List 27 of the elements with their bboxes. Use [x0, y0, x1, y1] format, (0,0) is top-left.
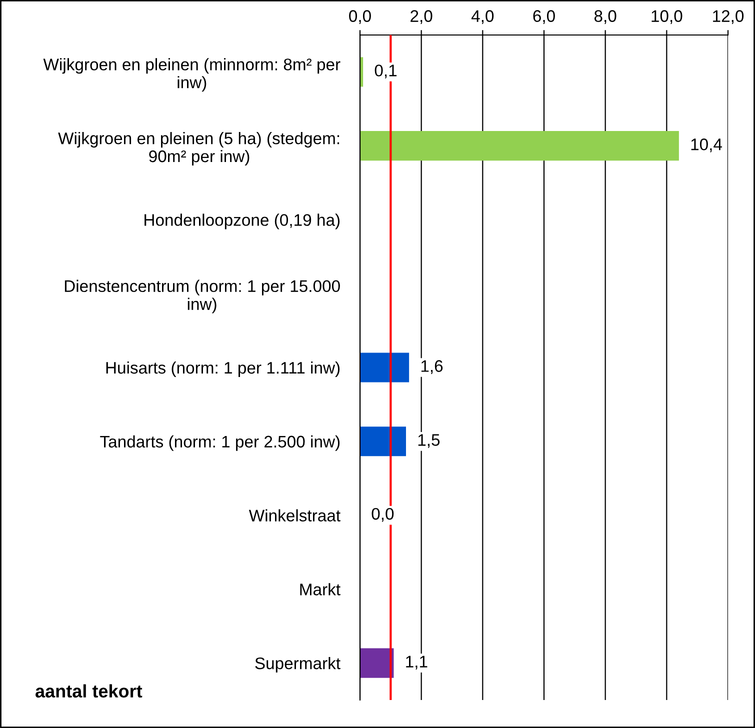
- x-tick-label: 6,0: [533, 10, 555, 24]
- data-label: 1,6: [421, 360, 443, 374]
- y-tick-label: Markt: [300, 583, 340, 596]
- y-tick-label: Supermarkt: [255, 657, 340, 673]
- y-tick-label: Dienstencentrum (norm: 1 per 15.000 inw): [64, 280, 340, 314]
- x-tick-label: 12,0: [713, 10, 744, 24]
- y-tick-label: Winkelstraat: [248, 509, 340, 522]
- y-tick-label: Hondenloopzone (0,19 ha): [144, 214, 340, 230]
- data-label: 10,4: [691, 138, 722, 152]
- data-label: 1,5: [418, 434, 440, 448]
- data-label: 0,1: [374, 64, 397, 78]
- x-tick-label: 10,0: [652, 10, 682, 24]
- data-label: 0,0: [372, 508, 394, 522]
- bar: [360, 131, 679, 161]
- x-tick-label: 8,0: [594, 10, 616, 24]
- text: aantal tekort: [36, 684, 142, 698]
- x-tick-label: 2,0: [410, 10, 432, 24]
- data-label: 1,1: [406, 656, 428, 670]
- y-tick-label: Tandarts (norm: 1 per 2.500 inw): [100, 435, 340, 451]
- y-tick-label: Huisarts (norm: 1 per 1.111 inw): [106, 361, 340, 377]
- y-tick-label: Wijkgroen en pleinen (5 ha) (stedgem: 90m² per inw): [58, 132, 340, 166]
- bar: [360, 426, 406, 456]
- x-tick-label: 4,0: [471, 10, 494, 24]
- x-tick-label: 0,0: [349, 10, 371, 24]
- bar: [360, 352, 410, 382]
- y-tick-label: Wijkgroen en pleinen (minnorm: 8m² per inw): [43, 58, 340, 92]
- bar: [360, 648, 394, 678]
